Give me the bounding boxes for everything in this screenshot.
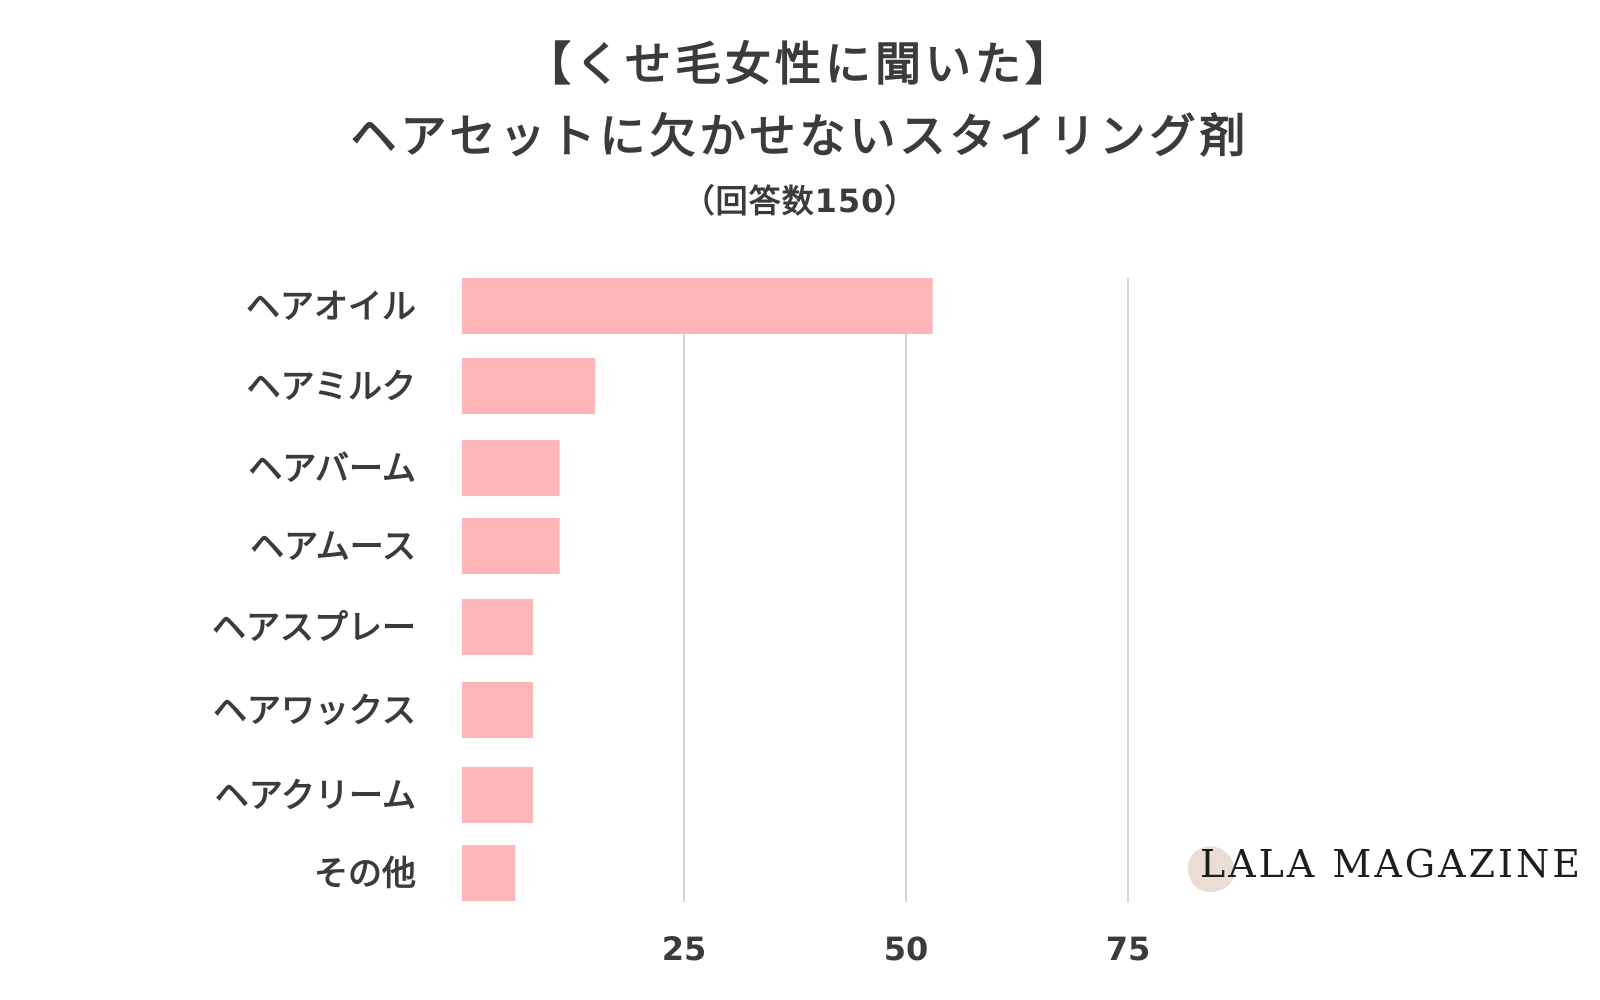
category-label: ヘアバーム [248, 449, 416, 489]
x-tick-label: 25 [662, 930, 707, 968]
category-label: その他 [314, 854, 416, 894]
category-label: ヘアミルク [247, 367, 416, 407]
category-label: ヘアクリーム [215, 776, 416, 816]
bar [462, 278, 933, 334]
brand-logo: LALA MAGAZINE [1170, 838, 1583, 899]
category-labels: ヘアオイルヘアミルクヘアバームヘアムースヘアスプレーヘアワックスヘアクリームその… [212, 287, 416, 894]
bar [462, 767, 534, 823]
category-label: ヘアムース [250, 527, 416, 567]
category-label: ヘアスプレー [212, 608, 416, 648]
category-label: ヘアオイル [246, 287, 416, 327]
bar [462, 845, 516, 901]
x-tick-label: 75 [1106, 930, 1151, 968]
bar [462, 599, 534, 655]
chart-title-line2: ヘアセットに欠かせないスタイリング剤 [350, 109, 1250, 163]
bar [462, 358, 596, 414]
bar [462, 440, 560, 496]
x-tick-labels: 25 50 75 [662, 930, 1151, 968]
bars [462, 278, 933, 901]
chart-title-line1: 【くせ毛女性に聞いた】 [525, 37, 1075, 91]
brand-logo-text: LALA MAGAZINE [1200, 842, 1583, 886]
bar [462, 682, 534, 738]
x-tick-label: 50 [884, 930, 929, 968]
bar [462, 518, 560, 574]
chart-subtitle: （回答数150） [682, 182, 918, 220]
category-label: ヘアワックス [213, 691, 416, 731]
gridlines [683, 278, 1129, 902]
